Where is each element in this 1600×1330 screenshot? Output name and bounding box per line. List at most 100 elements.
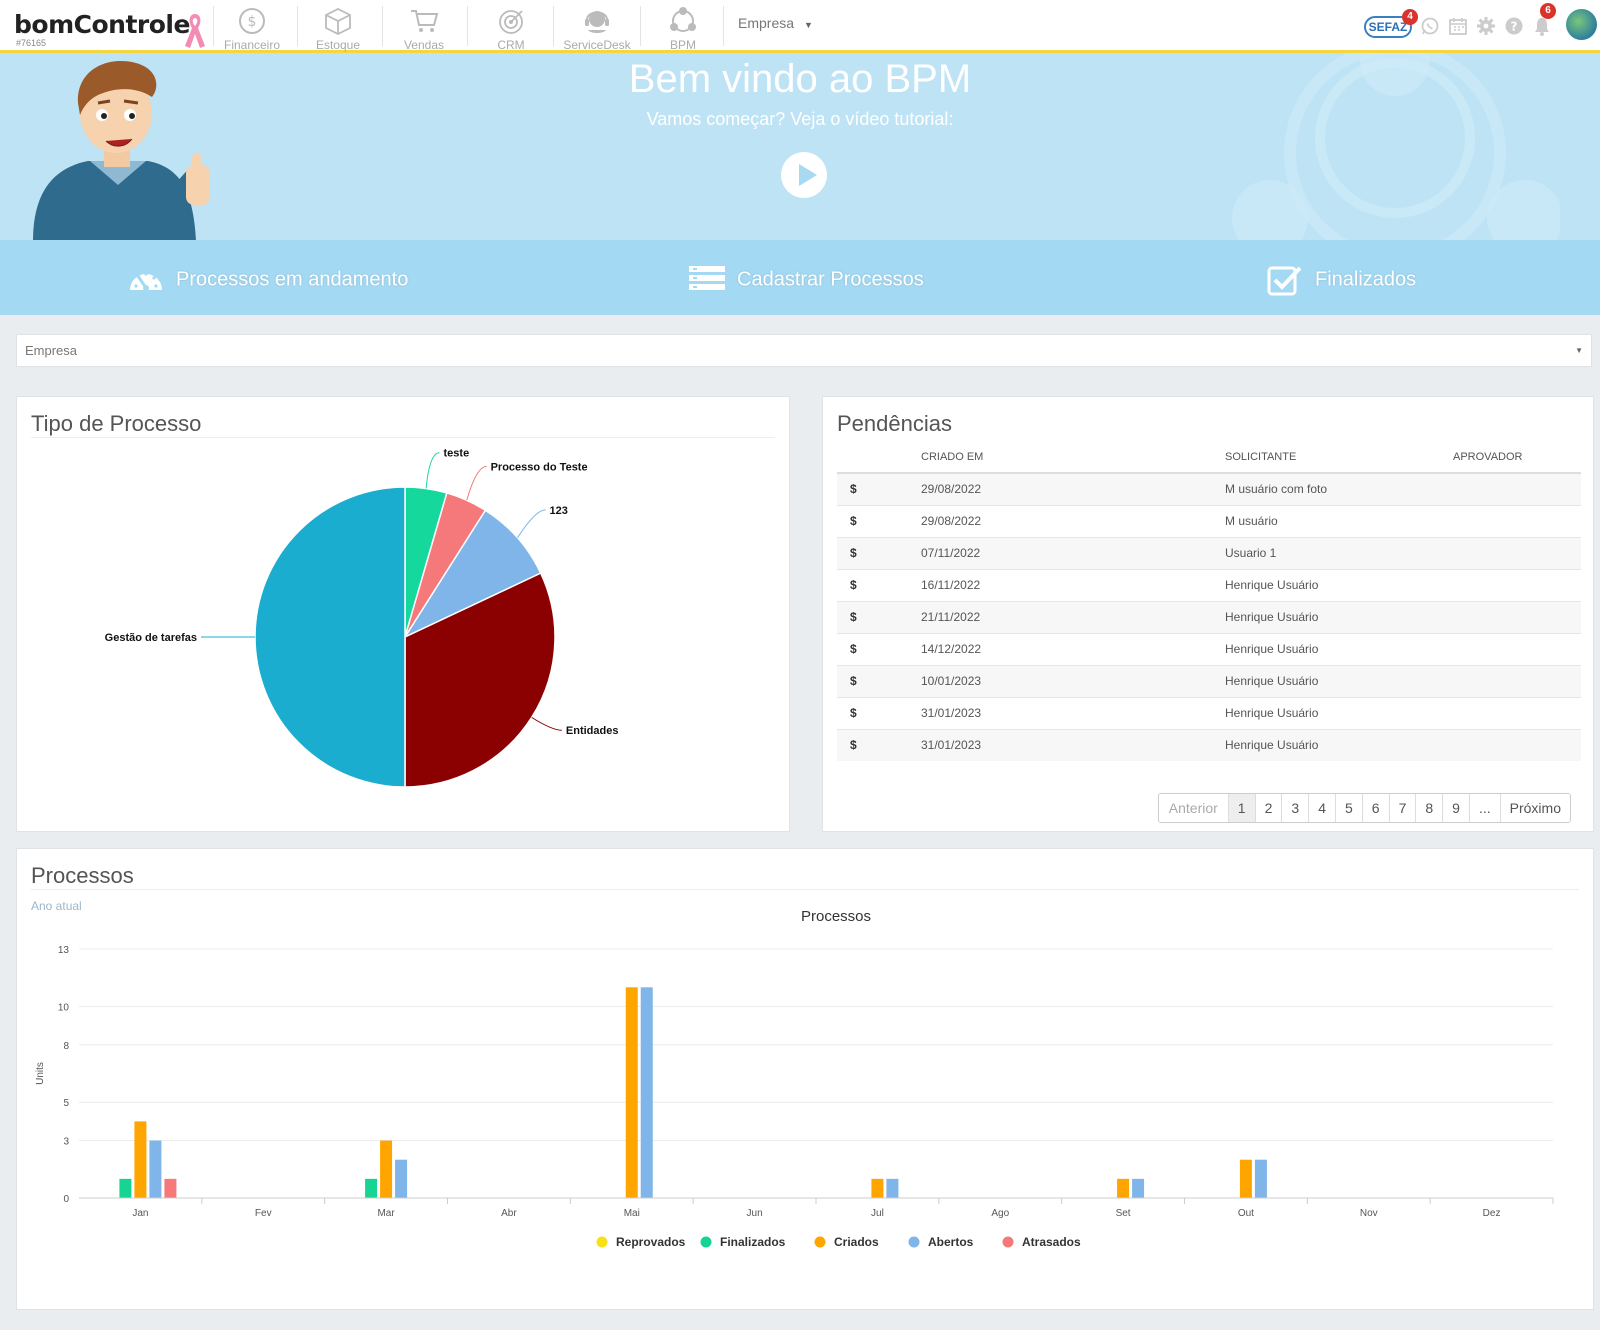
bar[interactable] — [1117, 1178, 1130, 1198]
table-row[interactable]: $31/01/2023 Henrique Usuário — [837, 728, 1581, 761]
action-cadastrar-processos[interactable]: Cadastrar Processos — [689, 263, 924, 295]
bar[interactable] — [1132, 1178, 1145, 1198]
column-header-solicitante[interactable]: SOLICITANTE — [1225, 441, 1453, 474]
x-tick-label: Jan — [132, 1208, 148, 1219]
nav-divider — [213, 6, 214, 46]
nav-estoque-label: Estoque — [315, 38, 361, 52]
pie-slice[interactable] — [402, 509, 542, 639]
caret-down-icon: ▼ — [1575, 346, 1583, 355]
pagination-prev[interactable]: Anterior — [1158, 794, 1228, 822]
welcome-banner: Bem vindo ao BPM Vamos começar? Veja o v… — [0, 53, 1600, 240]
table-row[interactable]: $14/12/2022 Henrique Usuário — [837, 632, 1581, 665]
nav-bpm-label: BPM — [669, 38, 696, 52]
nav-financeiro-label: Financeiro — [223, 38, 281, 52]
gear-icon[interactable] — [1476, 16, 1496, 36]
x-tick-label: Nov — [1360, 1208, 1378, 1219]
row-requester: Henrique Usuário — [1225, 632, 1453, 665]
nav-crm[interactable]: CRM — [471, 4, 551, 52]
sefaz-button[interactable]: SEFAZ — [1364, 16, 1412, 38]
pie-label: 123 — [550, 505, 568, 517]
pagination-ellipsis[interactable]: ... — [1468, 794, 1500, 822]
row-created-date: 31/01/2023 — [921, 728, 1225, 761]
pagination-next[interactable]: Próximo — [1499, 794, 1570, 822]
bar[interactable] — [134, 1121, 147, 1198]
bar[interactable] — [640, 987, 653, 1198]
hero-title-prefix: Bem vindo ao — [628, 57, 885, 101]
nav-vendas[interactable]: Vendas — [384, 4, 464, 52]
bar[interactable] — [164, 1178, 177, 1198]
gauge-icon — [130, 272, 162, 291]
table-row[interactable]: $29/08/2022 M usuário com foto — [837, 472, 1581, 505]
table-row[interactable]: $16/11/2022 Henrique Usuário — [837, 568, 1581, 601]
bar[interactable] — [625, 987, 638, 1198]
bar[interactable] — [380, 1140, 393, 1198]
headset-icon — [585, 11, 609, 33]
table-row[interactable]: $07/11/2022 Usuario 1 — [837, 536, 1581, 569]
bar[interactable] — [149, 1140, 162, 1198]
pie-label: Gestão de tarefas — [105, 632, 197, 644]
checkbox-icon — [1267, 266, 1302, 296]
bar[interactable] — [119, 1178, 132, 1198]
bar[interactable] — [886, 1178, 899, 1198]
bar[interactable] — [871, 1178, 884, 1198]
calendar-icon[interactable] — [1448, 16, 1468, 36]
pagination-page-5[interactable]: 5 — [1334, 794, 1362, 822]
top-navbar: bomControle #76165 $ Financeiro Estoque … — [0, 0, 1600, 53]
nav-bpm[interactable]: BPM — [643, 4, 723, 52]
y-tick-label: 8 — [63, 1041, 69, 1052]
bar[interactable] — [1239, 1159, 1252, 1198]
sefaz-label: SEFAZ — [1368, 20, 1408, 34]
pagination-page-7[interactable]: 7 — [1388, 794, 1416, 822]
table-row[interactable]: $31/01/2023 Henrique Usuário — [837, 696, 1581, 729]
bar[interactable] — [1254, 1159, 1267, 1198]
company-filter-placeholder: Empresa — [25, 343, 78, 358]
nav-estoque[interactable]: Estoque — [298, 4, 378, 52]
table-row[interactable]: $29/08/2022 M usuário — [837, 504, 1581, 537]
legend-item[interactable]: Criados — [834, 1235, 879, 1249]
column-header-aprovador[interactable]: APROVADOR — [1453, 441, 1581, 474]
bar[interactable] — [365, 1178, 378, 1198]
legend-item[interactable]: Reprovados — [616, 1235, 686, 1249]
row-requester: Henrique Usuário — [1225, 728, 1453, 761]
table-row[interactable]: $10/01/2023 Henrique Usuário — [837, 664, 1581, 697]
company-selector[interactable]: Empresa ▼ — [738, 15, 813, 31]
y-tick-label: 3 — [63, 1137, 69, 1148]
bar[interactable] — [395, 1159, 408, 1198]
legend-item[interactable]: Finalizados — [720, 1235, 786, 1249]
row-approver — [1453, 600, 1581, 633]
nav-divider — [553, 6, 554, 46]
nav-crm-label: CRM — [497, 38, 525, 52]
row-approver — [1453, 504, 1581, 537]
pendencias-table: CRIADO EM SOLICITANTE APROVADOR $29/08/2… — [837, 441, 1581, 761]
x-tick-label: Mai — [624, 1208, 640, 1219]
pendencias-title: Pendências — [837, 411, 952, 436]
row-type-icon: $ — [837, 696, 921, 729]
bell-icon[interactable] — [1532, 16, 1552, 36]
nav-servicedesk[interactable]: ServiceDesk — [557, 4, 637, 52]
user-avatar[interactable] — [1566, 9, 1597, 40]
action-processos-andamento[interactable]: Processos em andamento — [128, 263, 408, 295]
pagination-page-4[interactable]: 4 — [1308, 794, 1335, 822]
pagination-page-3[interactable]: 3 — [1281, 794, 1309, 822]
table-row[interactable]: $21/11/2022 Henrique Usuário — [837, 600, 1581, 633]
action-finalizados[interactable]: Finalizados — [1267, 263, 1416, 296]
pagination-page-6[interactable]: 6 — [1361, 794, 1389, 822]
nav-financeiro[interactable]: $ Financeiro — [212, 4, 292, 52]
whatsapp-icon[interactable] — [1420, 16, 1440, 36]
help-icon[interactable]: ? — [1504, 16, 1524, 36]
tipo-processo-title: Tipo de Processo — [31, 411, 202, 436]
company-filter-select[interactable]: Empresa ▼ — [16, 334, 1592, 367]
brand-logo[interactable]: bomControle — [14, 10, 190, 39]
pie-slice[interactable] — [254, 486, 406, 788]
legend-item[interactable]: Atrasados — [1022, 1235, 1081, 1249]
pagination-page-1[interactable]: 1 — [1227, 794, 1255, 822]
pagination-page-2[interactable]: 2 — [1254, 794, 1282, 822]
play-video-button[interactable] — [781, 152, 827, 198]
legend-item[interactable]: Abertos — [928, 1235, 974, 1249]
row-requester: M usuário — [1225, 504, 1453, 537]
hero-subtitle: Vamos começar? Veja o vídeo tutorial: — [646, 109, 954, 129]
pagination-page-9[interactable]: 9 — [1442, 794, 1469, 822]
pagination-page-8[interactable]: 8 — [1415, 794, 1443, 822]
target-icon — [499, 10, 523, 34]
column-header-criado-em[interactable]: CRIADO EM — [921, 441, 1225, 474]
